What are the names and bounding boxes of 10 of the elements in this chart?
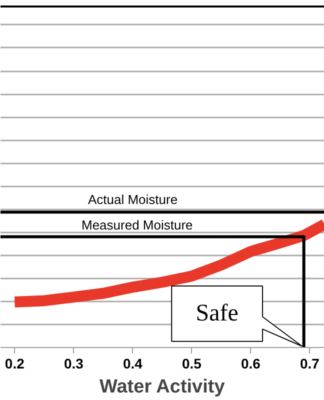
x-tick-label: 0.7 (300, 356, 320, 372)
x-tick-label: 0.5 (182, 356, 202, 372)
series-label: Measured Moisture (82, 218, 193, 233)
x-tick-label: 0.6 (241, 356, 261, 372)
x-tick-label: 0.3 (64, 356, 84, 372)
x-axis-title: Water Activity (100, 376, 226, 398)
annotation: Safe (196, 300, 238, 327)
x-tick-label: 0.4 (122, 356, 143, 372)
ref-line-label: Actual Moisture (88, 192, 178, 208)
x-tick-label: 0.2 (4, 356, 25, 372)
